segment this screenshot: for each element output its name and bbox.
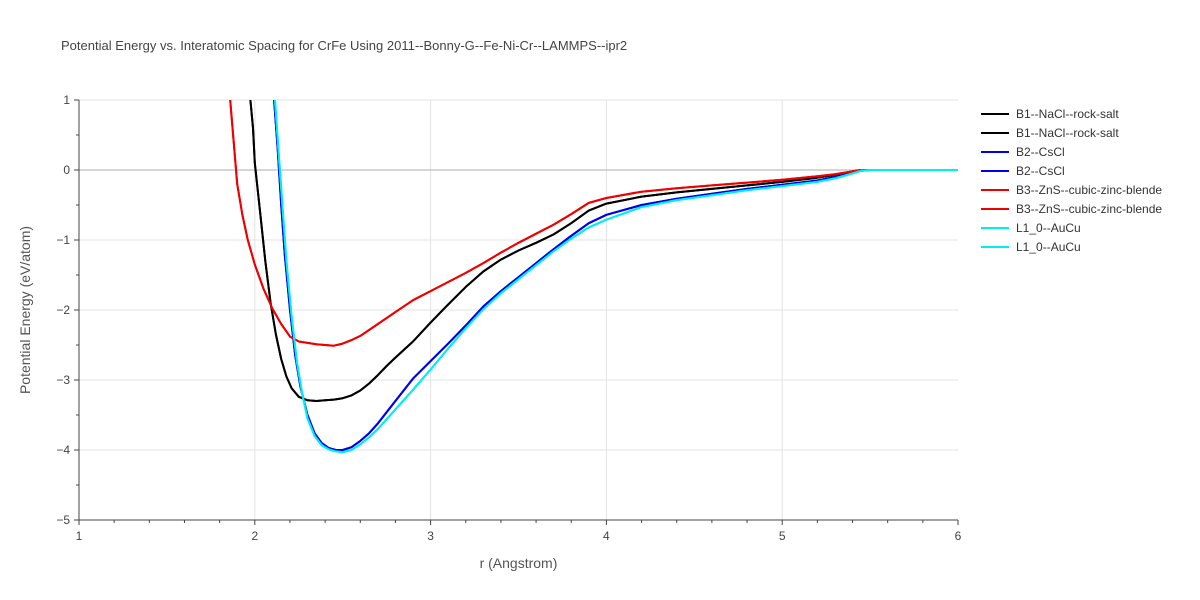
x-tick-label: 1 bbox=[76, 529, 83, 543]
x-tick-label: 6 bbox=[955, 529, 962, 543]
tick-labels: 1 2 3 4 5 6 1 0 −1 −2 −3 −4 −5 bbox=[56, 93, 961, 543]
series-line-6 bbox=[274, 100, 958, 454]
legend-item[interactable]: B2--CsCl bbox=[981, 164, 1065, 178]
series-line-4 bbox=[229, 100, 958, 347]
y-tick-label: 0 bbox=[63, 163, 70, 177]
x-tick-label: 4 bbox=[603, 529, 610, 543]
axes bbox=[74, 99, 959, 525]
series-line-3 bbox=[273, 100, 958, 451]
chart-title: Potential Energy vs. Interatomic Spacing… bbox=[61, 38, 627, 53]
series-line-5 bbox=[229, 100, 958, 347]
legend-item[interactable]: B1--NaCl--rock-salt bbox=[981, 126, 1119, 140]
series-line-0 bbox=[249, 100, 958, 402]
legend-item[interactable]: L1_0--AuCu bbox=[981, 240, 1081, 254]
legend-label: B2--CsCl bbox=[1016, 164, 1065, 178]
legend-item[interactable]: L1_0--AuCu bbox=[981, 221, 1081, 235]
y-axis-label: Potential Energy (eV/atom) bbox=[17, 226, 33, 394]
y-tick-label: −5 bbox=[56, 513, 70, 527]
legend-item[interactable]: B3--ZnS--cubic-zinc-blende bbox=[981, 202, 1162, 216]
series-line-1 bbox=[249, 100, 958, 402]
grid-lines bbox=[79, 99, 958, 520]
legend-label: B1--NaCl--rock-salt bbox=[1016, 126, 1119, 140]
legend-label: B3--ZnS--cubic-zinc-blende bbox=[1016, 202, 1162, 216]
y-tick-label: −1 bbox=[56, 233, 70, 247]
x-axis-label: r (Angstrom) bbox=[480, 555, 558, 571]
legend-label: B3--ZnS--cubic-zinc-blende bbox=[1016, 183, 1162, 197]
x-tick-label: 2 bbox=[251, 529, 258, 543]
y-tick-label: −3 bbox=[56, 373, 70, 387]
y-tick-label: −2 bbox=[56, 303, 70, 317]
legend-label: L1_0--AuCu bbox=[1016, 240, 1081, 254]
legend-label: L1_0--AuCu bbox=[1016, 221, 1081, 235]
x-tick-label: 3 bbox=[427, 529, 434, 543]
x-tick-label: 5 bbox=[779, 529, 786, 543]
series-lines bbox=[229, 100, 958, 454]
legend-label: B1--NaCl--rock-salt bbox=[1016, 107, 1119, 121]
legend-item[interactable]: B1--NaCl--rock-salt bbox=[981, 107, 1119, 121]
series-line-7 bbox=[274, 100, 958, 454]
legend[interactable]: B1--NaCl--rock-salt B1--NaCl--rock-salt B2… bbox=[981, 107, 1162, 254]
legend-item[interactable]: B2--CsCl bbox=[981, 145, 1065, 159]
y-tick-label: −4 bbox=[56, 443, 70, 457]
legend-item[interactable]: B3--ZnS--cubic-zinc-blende bbox=[981, 183, 1162, 197]
legend-label: B2--CsCl bbox=[1016, 145, 1065, 159]
series-line-2 bbox=[273, 100, 958, 451]
y-tick-label: 1 bbox=[63, 93, 70, 107]
